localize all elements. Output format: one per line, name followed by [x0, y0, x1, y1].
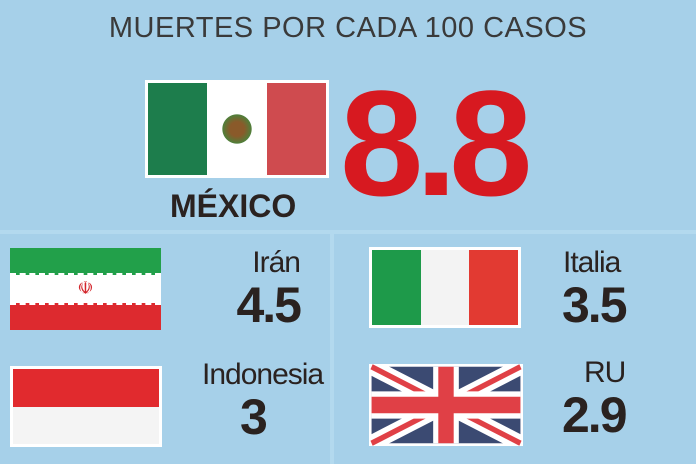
iran-flag: ☫	[10, 248, 161, 330]
title: MUERTES POR CADA 100 CASOS	[108, 12, 588, 44]
country-name: Italia	[563, 246, 621, 279]
italy-flag	[369, 247, 521, 328]
country-value: 2.9	[562, 387, 628, 443]
indonesia-flag	[10, 366, 162, 447]
country-name: RU	[584, 356, 626, 389]
divider	[0, 230, 696, 234]
eagle-emblem-icon	[219, 112, 254, 146]
country-value: 3	[240, 389, 268, 445]
mexico-flag	[145, 80, 329, 178]
emblem-icon: ☫	[10, 275, 161, 303]
divider	[330, 234, 334, 464]
country-value: 4.5	[236, 277, 302, 333]
country-name: Indonesia	[202, 358, 324, 391]
main-country: MÉXICO	[170, 188, 297, 224]
main-value: 8.8	[340, 59, 533, 227]
country-name: Irán	[252, 246, 301, 279]
uk-flag	[369, 364, 523, 446]
country-value: 3.5	[562, 277, 628, 333]
